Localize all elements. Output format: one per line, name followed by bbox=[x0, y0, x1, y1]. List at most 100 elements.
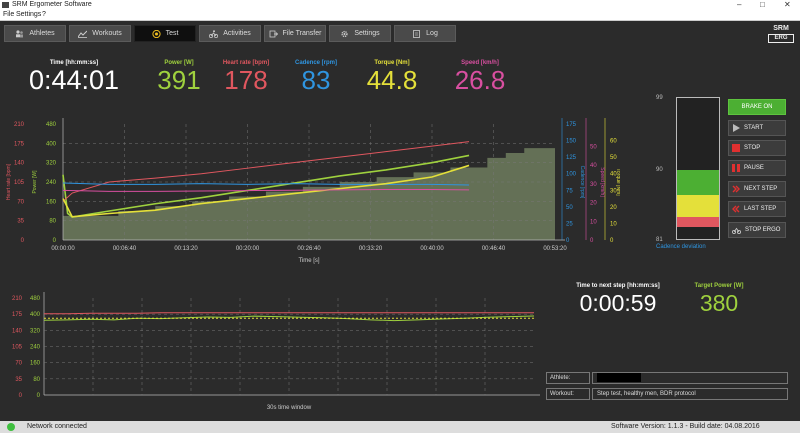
torque-tick-label: 40 bbox=[610, 172, 617, 178]
test-target-icon bbox=[151, 29, 161, 38]
connection-status-text: Network connected bbox=[27, 423, 87, 430]
log-document-icon bbox=[413, 29, 421, 38]
minimize-icon[interactable]: – bbox=[737, 0, 742, 9]
hr-axis-label: Heart rate [bpm] bbox=[6, 163, 12, 200]
logo-bottom-text: ERG bbox=[768, 34, 794, 43]
power-tick-label: 240 bbox=[46, 180, 57, 186]
power-tick-label: 80 bbox=[33, 377, 40, 383]
cyclist-icon bbox=[209, 29, 219, 38]
stop-icon bbox=[732, 144, 740, 152]
power-tick-label: 240 bbox=[30, 345, 41, 351]
tab-file-transfer[interactable]: File Transfer bbox=[264, 25, 326, 42]
hr-tick-label: 210 bbox=[12, 296, 23, 302]
x-axis-label: Time [s] bbox=[298, 258, 319, 264]
cadence-tick-label: 125 bbox=[566, 155, 577, 161]
menu-file[interactable]: File bbox=[3, 11, 15, 18]
target-power-value: 380 bbox=[699, 290, 739, 316]
x-tick-label: 00:46:40 bbox=[482, 246, 506, 252]
next-step-value: 0:00:59 bbox=[579, 290, 657, 316]
metric-label: Speed [km/h] bbox=[461, 60, 499, 66]
target-power: Target Power [W] 380 bbox=[684, 283, 754, 317]
metric-power: Power [W] 391 bbox=[150, 60, 208, 94]
stop-button[interactable]: STOP bbox=[728, 140, 786, 156]
menu-settings[interactable]: Settings bbox=[16, 11, 42, 18]
tab-label: Test bbox=[165, 30, 179, 37]
cadence-tick-label: 100 bbox=[566, 172, 577, 178]
close-icon[interactable]: ✕ bbox=[784, 0, 791, 9]
hr-tick-label: 105 bbox=[14, 180, 25, 186]
workout-label: Workout: bbox=[546, 388, 590, 400]
metric-label: Heart rate [bpm] bbox=[222, 60, 270, 66]
tab-workouts[interactable]: Workouts bbox=[69, 25, 131, 42]
metric-speed: Speed [km/h] 26.8 bbox=[446, 60, 514, 94]
cadence-axis-label: Cadence [rpm] bbox=[579, 166, 585, 199]
last-step-button[interactable]: LAST STEP bbox=[728, 201, 786, 217]
deviation-mid: 90 bbox=[656, 167, 663, 173]
speed-axis-label: Speed [km/h] bbox=[599, 167, 605, 197]
brake-on-button[interactable]: BRAKE ON bbox=[728, 99, 786, 115]
athletes-icon bbox=[16, 29, 24, 37]
logo-top-text: SRM bbox=[773, 25, 789, 32]
tab-label: Log bbox=[426, 30, 438, 37]
speed-tick-label: 40 bbox=[590, 163, 597, 169]
tab-athletes[interactable]: Athletes bbox=[4, 25, 66, 42]
torque-tick-label: 30 bbox=[610, 188, 617, 194]
athlete-field[interactable] bbox=[592, 372, 788, 384]
torque-tick-label: 60 bbox=[610, 139, 617, 145]
stop-ergo-button[interactable]: STOP ERGO bbox=[728, 222, 786, 238]
next-step-button[interactable]: NEXT STEP bbox=[728, 181, 786, 197]
x-tick-label: 00:53:20 bbox=[543, 246, 567, 252]
x-tick-label: 00:00:00 bbox=[51, 246, 75, 252]
connection-status-icon bbox=[7, 423, 15, 431]
power-tick-label: 320 bbox=[46, 161, 57, 167]
metric-label: Cadence [rpm] bbox=[294, 60, 337, 66]
power-tick-label: 480 bbox=[46, 122, 57, 128]
tab-log[interactable]: Log bbox=[394, 25, 456, 42]
metric-heart-rate: Heart rate [bpm] 178 bbox=[214, 60, 278, 94]
cadence-tick-label: 75 bbox=[566, 188, 573, 194]
speed-tick-label: 10 bbox=[590, 219, 597, 225]
hr-tick-label: 140 bbox=[12, 328, 23, 334]
deviation-bottom: 81 bbox=[656, 237, 663, 243]
tab-settings[interactable]: Settings bbox=[329, 25, 391, 42]
power-tick-label: 480 bbox=[30, 296, 41, 302]
speed-tick-label: 0 bbox=[590, 238, 594, 244]
power-tick-label: 400 bbox=[30, 312, 41, 318]
hr-tick-label: 175 bbox=[14, 141, 25, 147]
tab-activities[interactable]: Activities bbox=[199, 25, 261, 42]
maximize-icon[interactable]: □ bbox=[760, 0, 765, 9]
hr-tick-label: 70 bbox=[17, 199, 24, 205]
start-button[interactable]: START bbox=[728, 120, 786, 136]
metric-time: Time [hh:mm:ss] 0:44:01 bbox=[24, 60, 124, 94]
speed-tick-label: 20 bbox=[590, 201, 597, 207]
gear-icon bbox=[341, 30, 348, 37]
torque-tick-label: 0 bbox=[610, 238, 614, 244]
workouts-chart-icon bbox=[78, 30, 88, 38]
menu-help[interactable]: ? bbox=[42, 11, 46, 18]
torque-tick-label: 20 bbox=[610, 205, 617, 211]
power-tick-label: 0 bbox=[37, 393, 41, 399]
speed-tick-label: 30 bbox=[590, 182, 597, 188]
x-tick-label: 00:13:20 bbox=[174, 246, 198, 252]
tab-label: File Transfer bbox=[282, 30, 322, 37]
button-label: START bbox=[744, 125, 764, 131]
x-tick-label: 00:26:40 bbox=[297, 246, 321, 252]
power-tick-label: 400 bbox=[46, 141, 57, 147]
metric-cadence: Cadence [rpm] 83 bbox=[284, 60, 348, 94]
workout-field[interactable]: Step test, healthy men, BDR protocol bbox=[592, 388, 788, 400]
button-label: PAUSE bbox=[744, 165, 764, 171]
power-axis-label: Power [W] bbox=[32, 170, 38, 194]
play-icon bbox=[733, 124, 740, 132]
hr-tick-label: 70 bbox=[15, 361, 22, 367]
pause-button[interactable]: PAUSE bbox=[728, 160, 786, 176]
tab-test[interactable]: Test bbox=[134, 25, 196, 42]
next-step-icon bbox=[732, 185, 740, 193]
button-label: LAST STEP bbox=[744, 206, 777, 212]
x-tick-label: 00:40:00 bbox=[420, 246, 444, 252]
power-tick-label: 160 bbox=[30, 361, 41, 367]
cadence-tick-label: 25 bbox=[566, 221, 573, 227]
x-tick-label: 00:33:20 bbox=[359, 246, 383, 252]
cadence-tick-label: 175 bbox=[566, 122, 577, 128]
cadence-deviation-label: Cadence deviation bbox=[656, 244, 706, 250]
tab-label: Settings bbox=[354, 30, 380, 37]
